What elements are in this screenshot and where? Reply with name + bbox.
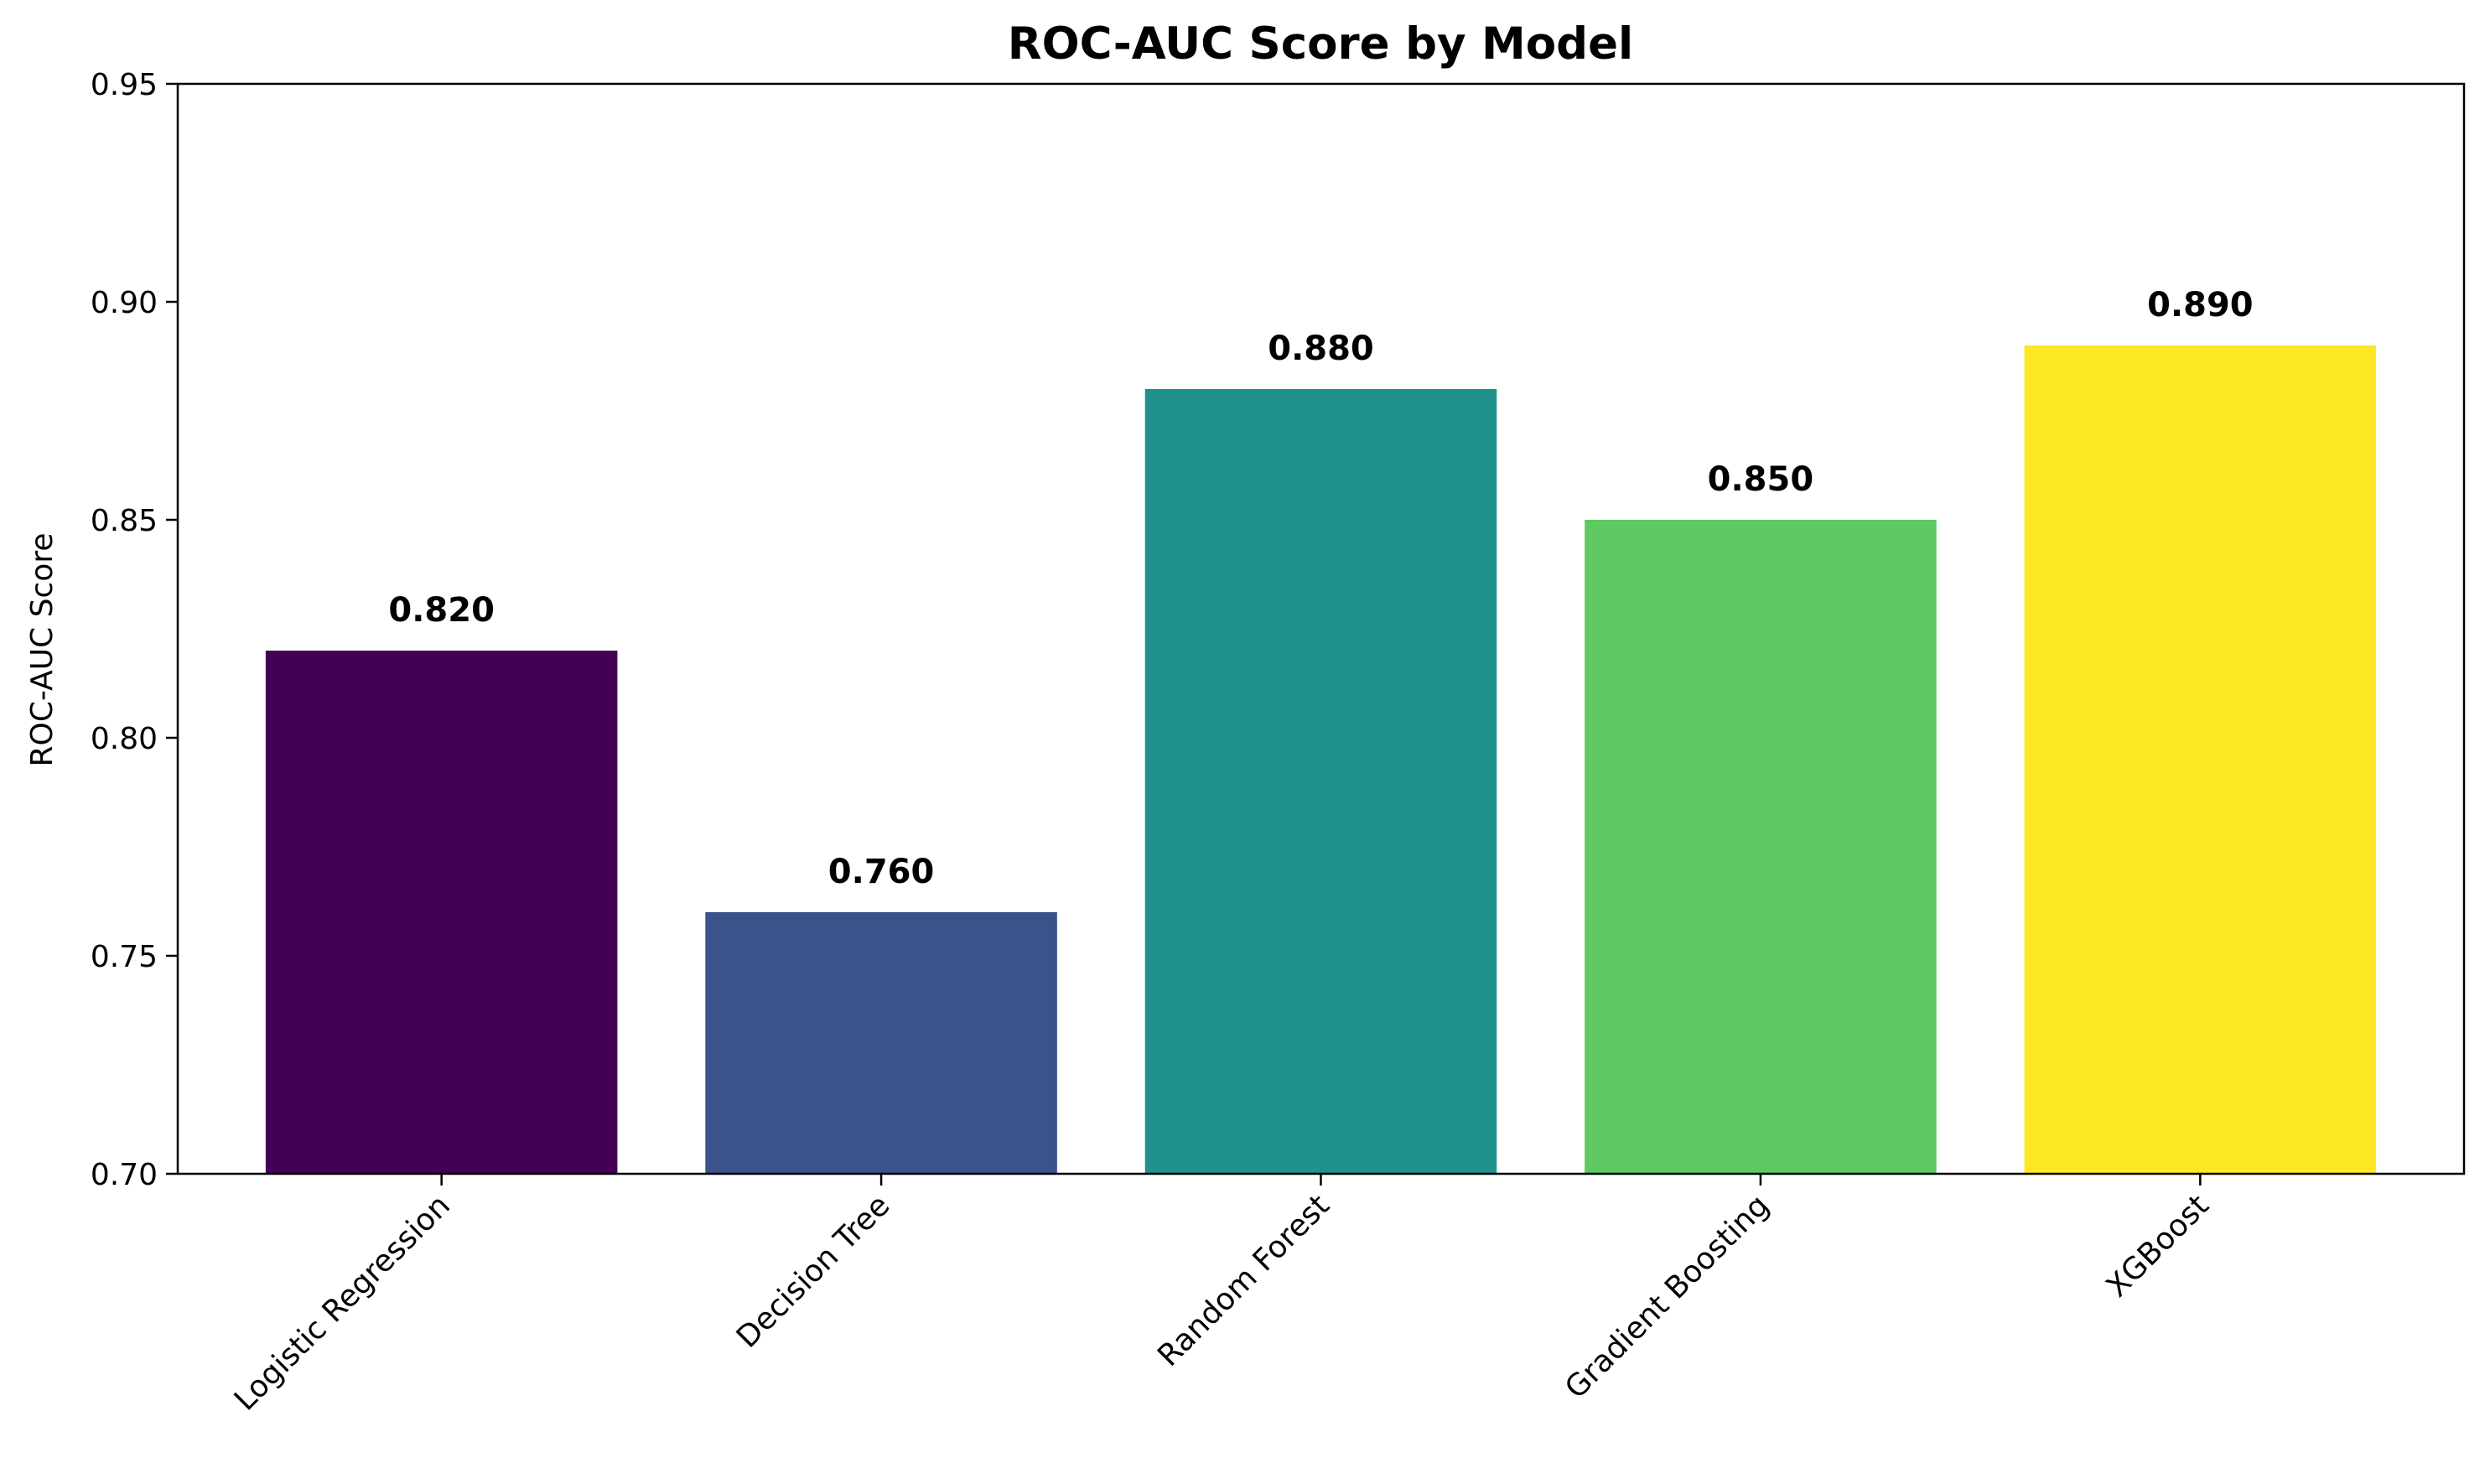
y-tick-label: 0.70 [91,1158,158,1192]
bar-value-label: 0.820 [388,591,495,630]
bar-logistic-regression [265,651,618,1174]
bar-value-label: 0.880 [1268,329,1374,368]
y-axis-label: ROC-AUC Score [25,532,60,766]
y-tick-label: 0.95 [91,68,158,102]
bar-value-label: 0.890 [2147,286,2254,324]
bar-value-label: 0.850 [1708,460,1814,499]
bar-value-label: 0.760 [828,853,935,891]
bar-xgboost [2024,345,2377,1174]
bars-group [265,345,2377,1174]
bar-gradient-boosting [1585,520,1937,1174]
y-tick-label: 0.85 [91,504,158,538]
plot-frame [176,82,2466,1175]
data-labels-group: 0.820 0.760 0.880 0.850 0.890 [388,286,2253,891]
y-axis-ticks: 0.70 0.75 0.80 0.85 0.90 0.95 [91,68,178,1192]
bar-decision-tree [705,912,1057,1174]
y-tick-label: 0.80 [91,722,158,756]
y-tick-label: 0.75 [91,940,158,974]
chart-title: ROC-AUC Score by Model [1008,18,1633,70]
bar-random-forest [1144,389,1497,1174]
y-tick-label: 0.90 [91,286,158,320]
